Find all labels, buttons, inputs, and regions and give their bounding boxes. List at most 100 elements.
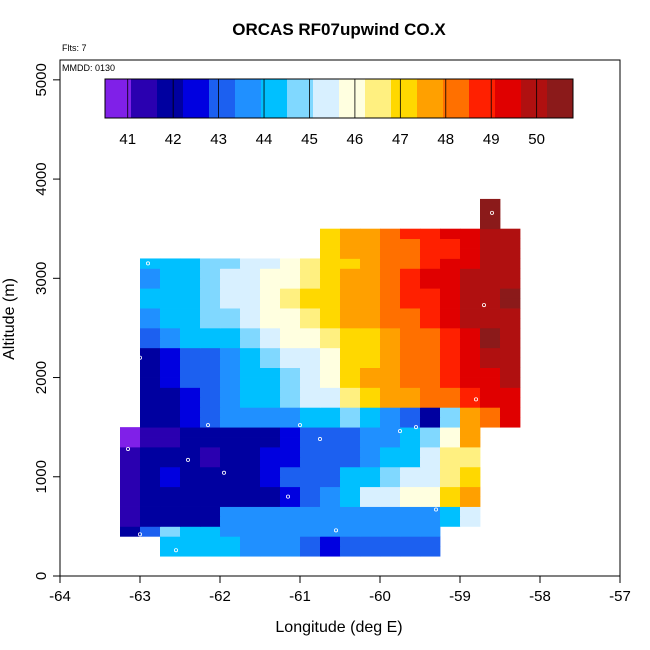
colorbar-segment — [391, 79, 418, 118]
colorbar-segment — [209, 79, 236, 118]
colorbar-segment — [131, 79, 158, 118]
heatmap-cell — [420, 337, 441, 349]
heatmap-cell — [480, 208, 501, 220]
heatmap-cell — [420, 437, 441, 448]
heatmap-cell — [360, 476, 381, 488]
heatmap-cell — [360, 546, 381, 557]
heatmap-cell — [380, 377, 401, 388]
heatmap-cell — [340, 437, 361, 448]
heatmap-cell — [320, 337, 341, 349]
heatmap-cell — [260, 447, 281, 458]
heatmap-cell — [420, 506, 441, 517]
heatmap-cell — [220, 476, 241, 488]
heatmap-cell — [280, 456, 301, 468]
heatmap-cell — [480, 327, 501, 339]
heatmap-cell — [480, 238, 501, 249]
heatmap-cell — [300, 407, 321, 418]
heatmap-cell — [360, 228, 381, 240]
heatmap-cell — [320, 417, 341, 428]
heatmap-cell — [340, 427, 361, 438]
heatmap-cell — [240, 347, 261, 359]
heatmap-cell — [460, 228, 481, 240]
heatmap-cell — [240, 536, 261, 547]
heatmap-cell — [200, 506, 221, 517]
heatmap-cell — [240, 278, 261, 289]
heatmap-cell — [420, 516, 441, 527]
heatmap-cell — [220, 496, 241, 507]
heatmap-cell — [280, 486, 301, 498]
heatmap-cell — [320, 347, 341, 359]
heatmap-cell — [420, 238, 441, 249]
heatmap-cell — [400, 427, 421, 438]
heatmap-cell — [180, 268, 201, 279]
heatmap-cell — [500, 417, 521, 428]
date-annotation: MMDD: 0130 — [62, 63, 115, 73]
heatmap-cell — [500, 318, 521, 329]
heatmap-cell — [280, 536, 301, 547]
heatmap-cell — [340, 506, 361, 517]
heatmap-cell — [140, 526, 161, 537]
heatmap-cell — [300, 526, 321, 537]
heatmap-cell — [200, 357, 221, 369]
heatmap-cell — [280, 496, 301, 507]
colorbar-segment — [495, 79, 522, 118]
flights-annotation: Flts: 7 — [62, 43, 87, 53]
heatmap-cell — [180, 288, 201, 299]
heatmap-cell — [380, 298, 401, 309]
heatmap-cell — [200, 298, 221, 309]
heatmap-cell — [220, 268, 241, 279]
heatmap-cell — [240, 407, 261, 418]
heatmap-cell — [140, 476, 161, 488]
heatmap-cell — [160, 526, 181, 537]
heatmap-cell — [380, 437, 401, 448]
heatmap-cell — [440, 228, 461, 240]
heatmap-cell — [260, 327, 281, 339]
heatmap-cell — [220, 546, 241, 557]
heatmap-cell — [140, 417, 161, 428]
heatmap-cell — [340, 288, 361, 299]
heatmap-cell — [400, 447, 421, 458]
heatmap-cell — [300, 387, 321, 398]
colorbar-tick-label: 45 — [301, 131, 318, 148]
heatmap-cell — [380, 318, 401, 329]
heatmap-cell — [320, 327, 341, 339]
heatmap-cell — [300, 327, 321, 339]
heatmap-cell — [460, 367, 481, 378]
heatmap-cell — [140, 437, 161, 448]
heatmap-cell — [260, 367, 281, 378]
colorbar-tick-label: 42 — [165, 131, 182, 148]
heatmap-cell — [500, 248, 521, 259]
heatmap-cell — [240, 516, 261, 527]
sample-point — [473, 397, 478, 402]
sample-point — [173, 548, 178, 553]
heatmap-cell — [420, 427, 441, 438]
heatmap-cell — [160, 496, 181, 507]
heatmap-cell — [240, 288, 261, 299]
heatmap-cell — [360, 367, 381, 378]
heatmap-cell — [500, 308, 521, 319]
heatmap-cell — [240, 476, 261, 488]
heatmap-cell — [320, 546, 341, 557]
heatmap-cell — [140, 466, 161, 478]
heatmap-cell — [140, 367, 161, 378]
heatmap-cell — [160, 268, 181, 279]
heatmap-cell — [280, 377, 301, 388]
heatmap-cell — [260, 427, 281, 438]
x-axis: -64 -63 -62 -61 -60 -59 -58 -57 — [49, 576, 631, 605]
heatmap-cell — [160, 516, 181, 527]
heatmap-cell — [440, 337, 461, 349]
heatmap-cell — [420, 308, 441, 319]
heatmap-cell — [240, 258, 261, 269]
heatmap-cell — [260, 417, 281, 428]
heatmap-cell — [260, 496, 281, 507]
heatmap-cell — [300, 278, 321, 289]
heatmap-cell — [140, 288, 161, 299]
heatmap-cell — [440, 476, 461, 488]
heatmap-cell — [120, 516, 141, 527]
heatmap-cell — [300, 447, 321, 458]
heatmap-cell — [360, 278, 381, 289]
sample-point — [145, 261, 150, 266]
heatmap-cell — [360, 357, 381, 369]
heatmap-cell — [180, 367, 201, 378]
heatmap-cell — [380, 248, 401, 259]
